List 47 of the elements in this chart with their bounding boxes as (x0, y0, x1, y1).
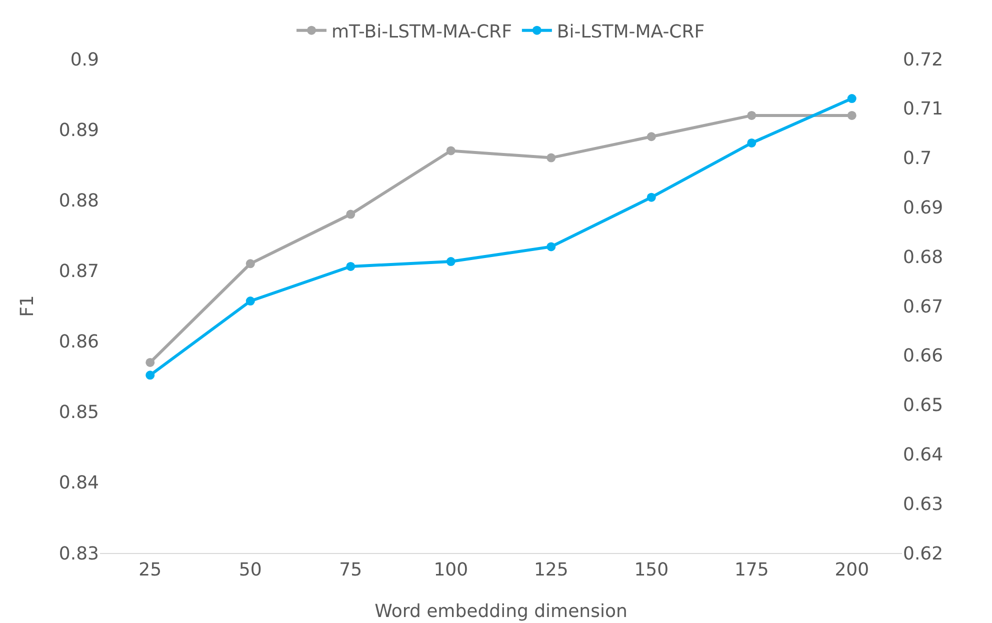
y2-tick-label: 0.71 (903, 98, 944, 120)
point (246, 296, 255, 306)
y2-tick-label: 0.66 (903, 346, 944, 367)
y2-tick-label: 0.69 (903, 198, 944, 218)
x-tick-label: 100 (434, 560, 468, 581)
y-tick-label: 0.85 (58, 402, 99, 424)
point (246, 259, 255, 268)
point (847, 110, 856, 120)
point (646, 132, 656, 142)
y2-tick-label: 0.68 (903, 246, 944, 268)
x-tick-label: 75 (339, 560, 362, 581)
point (546, 242, 556, 252)
x-axis-title: Word embedding dimension (374, 601, 628, 622)
y-tick-label: 0.86 (58, 332, 99, 353)
point (446, 146, 456, 156)
y-tick-label: 0.89 (58, 120, 99, 141)
y-axis-title: F1 (17, 295, 38, 317)
point (346, 210, 356, 219)
x-tick-label: 175 (734, 560, 769, 581)
y2-tick-label: 0.72 (903, 49, 944, 70)
x-tick-label: 50 (238, 560, 262, 581)
point (546, 153, 556, 162)
x-tick-label: 125 (534, 560, 568, 581)
y-tick-label: 0.9 (70, 49, 99, 70)
y-tick-label: 0.83 (58, 543, 99, 564)
legend-label: Bi-LSTM-MA-CRF (556, 21, 705, 42)
y2-tick-label: 0.62 (903, 543, 944, 564)
y2-tick-label: 0.7 (903, 148, 932, 170)
point (146, 370, 155, 380)
x-tick-label: 200 (834, 560, 870, 581)
point (446, 257, 456, 266)
y-tick-label: 0.87 (58, 261, 99, 282)
y2-tick-label: 0.67 (903, 296, 944, 318)
point (847, 94, 856, 104)
y2-tick-label: 0.65 (903, 395, 944, 416)
x-tick-label: 25 (138, 560, 162, 581)
point (747, 110, 756, 120)
point (346, 262, 356, 271)
point (146, 358, 155, 367)
legend-label: mT-Bi-LSTM-MA-CRF (332, 21, 512, 42)
x-tick-label: 150 (634, 560, 669, 581)
y-tick-label: 0.88 (58, 190, 99, 212)
y2-tick-label: 0.63 (903, 494, 944, 515)
y2-tick-label: 0.64 (903, 444, 944, 466)
point (646, 192, 656, 202)
point (747, 138, 756, 148)
y-tick-label: 0.84 (58, 472, 99, 494)
